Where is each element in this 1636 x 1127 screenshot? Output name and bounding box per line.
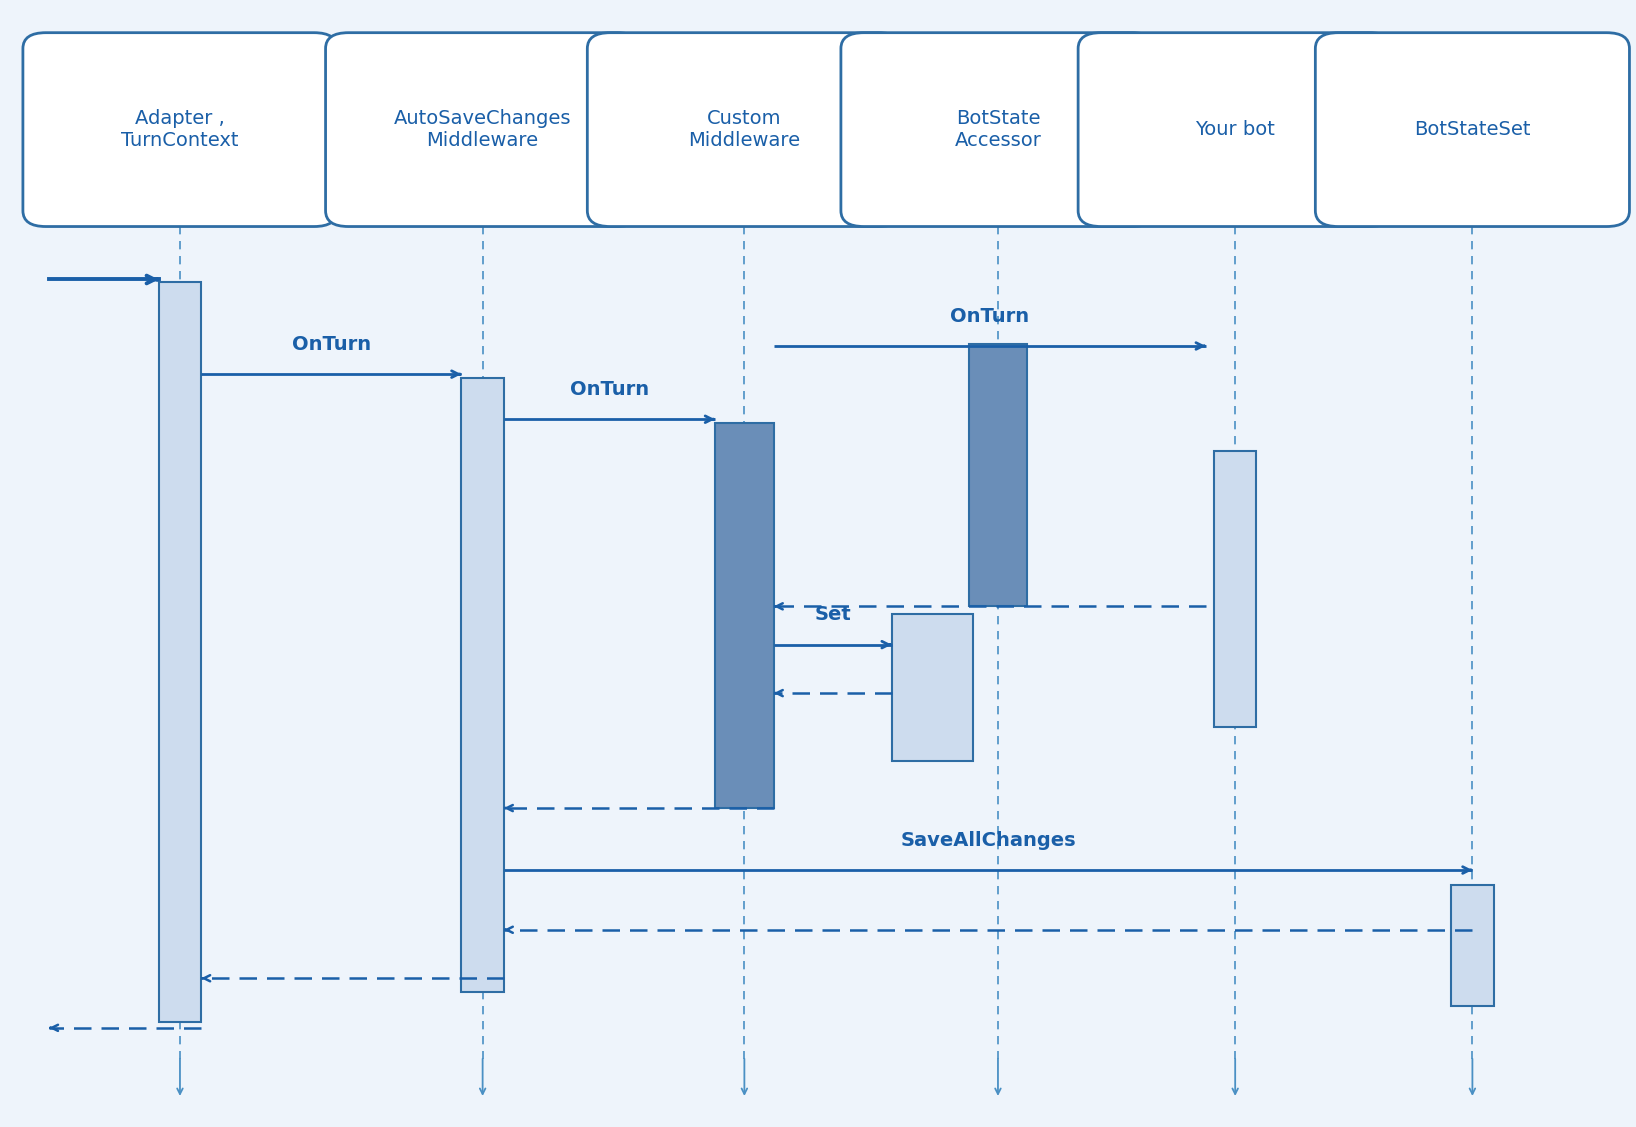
Text: OnTurn: OnTurn <box>291 335 371 354</box>
FancyBboxPatch shape <box>159 282 201 1022</box>
FancyBboxPatch shape <box>1315 33 1629 227</box>
FancyBboxPatch shape <box>326 33 640 227</box>
Text: Your bot: Your bot <box>1196 121 1274 139</box>
FancyBboxPatch shape <box>841 33 1155 227</box>
FancyBboxPatch shape <box>1078 33 1392 227</box>
FancyBboxPatch shape <box>461 378 504 992</box>
Text: OnTurn: OnTurn <box>951 307 1029 326</box>
Text: Set: Set <box>815 605 851 624</box>
Text: BotStateSet: BotStateSet <box>1414 121 1531 139</box>
Text: SaveAllChanges: SaveAllChanges <box>900 831 1076 850</box>
Text: AutoSaveChanges
Middleware: AutoSaveChanges Middleware <box>394 109 571 150</box>
FancyBboxPatch shape <box>1451 885 1494 1006</box>
FancyBboxPatch shape <box>715 423 774 808</box>
Text: OnTurn: OnTurn <box>569 380 649 399</box>
FancyBboxPatch shape <box>587 33 901 227</box>
Text: BotState
Accessor: BotState Accessor <box>954 109 1042 150</box>
Text: Adapter ,
TurnContext: Adapter , TurnContext <box>121 109 239 150</box>
Text: Custom
Middleware: Custom Middleware <box>689 109 800 150</box>
FancyBboxPatch shape <box>1214 451 1256 727</box>
FancyBboxPatch shape <box>23 33 337 227</box>
FancyBboxPatch shape <box>892 614 973 761</box>
FancyBboxPatch shape <box>969 344 1027 606</box>
